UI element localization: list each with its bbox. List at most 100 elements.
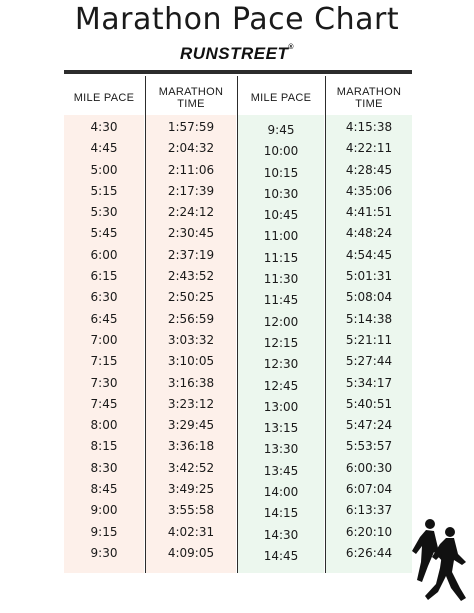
marathon-time-cell: 2:56:59: [167, 311, 215, 326]
mile-pace-cell: 5:30: [90, 205, 118, 220]
mile-pace-cell: 4:45: [90, 141, 118, 156]
table-row: 9:15 4:02:31 14:30 6:20:10: [64, 523, 412, 544]
header-line: MARATHON: [336, 86, 402, 98]
marathon-time-cell: 2:04:32: [167, 141, 215, 156]
column-divider: [325, 76, 326, 573]
table-row: 7:45 3:23:12 13:00 5:40:51: [64, 395, 412, 416]
header-line: MARATHON: [158, 86, 224, 98]
mile-pace-cell: 12:30: [263, 357, 299, 372]
table-row: 8:15 3:36:18 13:30 5:53:57: [64, 437, 412, 458]
mile-pace-cell: 14:15: [263, 506, 299, 521]
mile-pace-cell: 11:30: [263, 272, 299, 287]
mile-pace-cell: 10:45: [263, 208, 299, 223]
marathon-time-cell: 6:00:30: [345, 460, 393, 475]
mile-pace-cell: 8:00: [90, 418, 118, 433]
table-row: 9:30 4:09:05 14:45 6:26:44: [64, 544, 412, 565]
mile-pace-cell: 6:15: [90, 269, 118, 284]
table-row: 4:45 2:04:32 10:00 4:22:11: [64, 139, 412, 160]
column-bg-pace-2: [238, 115, 324, 573]
page-title: Marathon Pace Chart: [74, 2, 400, 37]
mile-pace-cell: 9:45: [267, 123, 295, 137]
marathon-time-cell: 2:43:52: [167, 269, 215, 284]
mile-pace-cell: 11:45: [263, 293, 299, 308]
mile-pace-cell: 14:45: [263, 548, 299, 563]
marathon-time-cell: 5:40:51: [345, 396, 393, 411]
table-row: 7:15 3:10:05 12:30 5:27:44: [64, 352, 412, 373]
marathon-time-cell: 2:11:06: [167, 162, 215, 177]
mile-pace-cell: 13:45: [263, 463, 299, 478]
mile-pace-cell: 6:45: [90, 311, 118, 326]
mile-pace-cell: 9:00: [90, 503, 118, 518]
marathon-time-cell: 5:14:38: [345, 311, 393, 326]
marathon-time-cell: 3:10:05: [167, 354, 215, 369]
marathon-time-cell: 2:50:25: [167, 290, 215, 305]
mile-pace-cell: 10:30: [263, 186, 299, 201]
mile-pace-cell: 6:30: [90, 290, 118, 305]
mile-pace-cell: 5:15: [90, 183, 118, 198]
table-row: 6:15 2:43:52 11:30 5:01:31: [64, 267, 412, 288]
marathon-time-cell: 4:28:45: [345, 162, 393, 177]
mile-pace-cell: 7:45: [90, 396, 118, 411]
mile-pace-cell: 5:00: [90, 162, 118, 177]
marathon-time-cell: 3:36:18: [167, 439, 215, 454]
marathon-time-cell: 4:48:24: [345, 226, 393, 241]
column-bg-pace-1: [64, 115, 144, 573]
marathon-time-cell: 2:30:45: [167, 226, 215, 241]
mile-pace-cell: 8:45: [90, 482, 118, 497]
marathon-time-cell: 4:22:11: [345, 141, 393, 156]
pace-table-body: 4:30 1:57:59 9:45 4:15:38 4:45 2:04:32 10:00 4:…: [64, 118, 412, 565]
marathon-time-cell: 5:08:04: [345, 290, 393, 305]
header-rule: [64, 70, 412, 74]
marathon-time-cell: 3:42:52: [167, 460, 215, 475]
table-row: 8:30 3:42:52 13:45 6:00:30: [64, 459, 412, 480]
header-marathon-time-2: MARATHON TIME: [326, 82, 412, 114]
mile-pace-cell: 7:30: [90, 375, 118, 390]
marathon-time-cell: 5:47:24: [345, 418, 393, 433]
marathon-time-cell: 3:49:25: [167, 482, 215, 497]
marathon-time-cell: 4:15:38: [345, 120, 393, 134]
mile-pace-cell: 14:00: [263, 485, 299, 500]
logo-text: RUNSTREET: [179, 44, 289, 63]
mile-pace-cell: 7:15: [90, 354, 118, 369]
column-bg-time-2: [326, 115, 412, 573]
marathon-time-cell: 4:02:31: [167, 524, 215, 539]
marathon-time-cell: 5:21:11: [345, 332, 393, 347]
marathon-time-cell: 5:34:17: [345, 375, 393, 390]
mile-pace-cell: 13:15: [263, 421, 299, 436]
marathon-time-cell: 1:57:59: [167, 120, 215, 134]
mile-pace-cell: 12:00: [263, 314, 299, 329]
marathon-time-cell: 2:37:19: [167, 247, 215, 262]
marathon-time-cell: 4:35:06: [345, 183, 393, 198]
header-line: TIME: [355, 98, 383, 110]
marathon-time-cell: 2:17:39: [167, 183, 215, 198]
marathon-time-cell: 6:20:10: [345, 524, 393, 539]
table-row: 5:45 2:30:45 11:00 4:48:24: [64, 224, 412, 245]
marathon-time-cell: 4:09:05: [167, 545, 215, 560]
header-mile-pace-1: MILE PACE: [73, 92, 135, 104]
marathon-time-cell: 3:55:58: [167, 503, 215, 518]
table-row: 7:30 3:16:38 12:45 5:34:17: [64, 374, 412, 395]
mile-pace-cell: 12:15: [263, 335, 299, 350]
table-row: 8:45 3:49:25 14:00 6:07:04: [64, 480, 412, 501]
mile-pace-cell: 11:15: [263, 250, 299, 265]
column-divider: [145, 76, 146, 573]
table-row: 6:00 2:37:19 11:15 4:54:45: [64, 246, 412, 267]
runners-silhouette-icon: [412, 519, 466, 601]
mile-pace-cell: 10:15: [263, 165, 299, 180]
header-line: TIME: [177, 98, 205, 110]
marathon-time-cell: 5:01:31: [345, 269, 393, 284]
mile-pace-cell: 7:00: [90, 332, 118, 347]
marathon-time-cell: 3:23:12: [167, 396, 215, 411]
table-row: 7:00 3:03:32 12:15 5:21:11: [64, 331, 412, 352]
marathon-time-cell: 4:41:51: [345, 205, 393, 220]
header-marathon-time-1: MARATHON TIME: [146, 82, 236, 114]
marathon-time-cell: 5:53:57: [345, 439, 393, 454]
mile-pace-cell: 11:00: [263, 229, 299, 244]
mile-pace-cell: 9:30: [90, 545, 118, 560]
mile-pace-cell: 6:00: [90, 247, 118, 262]
mile-pace-cell: 4:30: [90, 120, 118, 134]
table-row: 8:00 3:29:45 13:15 5:47:24: [64, 416, 412, 437]
mile-pace-cell: 9:15: [90, 524, 118, 539]
marathon-time-cell: 3:29:45: [167, 418, 215, 433]
marathon-time-cell: 4:54:45: [345, 247, 393, 262]
